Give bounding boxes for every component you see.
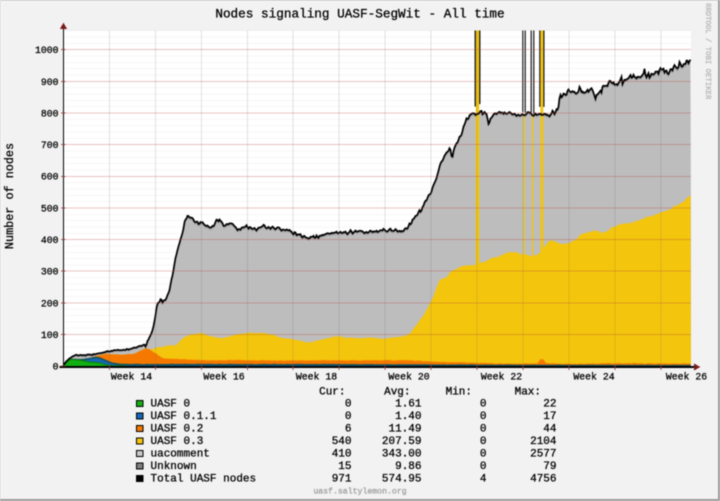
svg-text:343.00: 343.00	[382, 449, 422, 461]
svg-text:0: 0	[480, 436, 487, 448]
svg-text:Week 16: Week 16	[203, 372, 244, 383]
svg-text:1.40: 1.40	[395, 411, 421, 423]
svg-text:UASF 0.1.1: UASF 0.1.1	[151, 411, 217, 423]
svg-text:17: 17	[543, 411, 556, 423]
svg-text:400: 400	[41, 235, 59, 246]
svg-text:2577: 2577	[530, 449, 556, 461]
svg-text:Week 26: Week 26	[666, 372, 707, 383]
svg-text:6: 6	[345, 424, 352, 436]
svg-text:410: 410	[332, 449, 352, 461]
svg-text:540: 540	[332, 436, 352, 448]
svg-text:207.59: 207.59	[382, 436, 422, 448]
svg-text:Number of nodes: Number of nodes	[3, 143, 17, 249]
svg-text:0: 0	[480, 461, 487, 473]
svg-text:44: 44	[543, 424, 557, 436]
svg-text:UASF 0: UASF 0	[151, 399, 191, 411]
svg-text:UASF 0.3: UASF 0.3	[151, 436, 204, 448]
svg-text:300: 300	[41, 267, 59, 278]
svg-text:0: 0	[480, 449, 487, 461]
svg-text:Total UASF nodes: Total UASF nodes	[151, 474, 257, 486]
svg-text:900: 900	[41, 77, 59, 88]
svg-text:Week 22: Week 22	[481, 372, 522, 383]
svg-text:500: 500	[41, 203, 59, 214]
svg-text:uacomment: uacomment	[151, 449, 210, 461]
svg-text:700: 700	[41, 140, 59, 151]
svg-text:4756: 4756	[530, 474, 556, 486]
svg-text:11.49: 11.49	[388, 424, 421, 436]
svg-text:100: 100	[41, 330, 59, 341]
svg-text:0: 0	[345, 399, 352, 411]
svg-text:574.95: 574.95	[382, 474, 422, 486]
svg-text:200: 200	[41, 298, 59, 309]
svg-text:0: 0	[53, 362, 59, 373]
svg-text:600: 600	[41, 172, 59, 183]
svg-text:0: 0	[480, 399, 487, 411]
svg-text:Min:: Min:	[446, 387, 472, 399]
svg-text:15: 15	[338, 461, 351, 473]
svg-text:79: 79	[543, 461, 556, 473]
svg-text:971: 971	[332, 474, 352, 486]
svg-text:22: 22	[543, 399, 556, 411]
svg-text:Avg:: Avg:	[384, 387, 410, 399]
svg-text:uasf.saltylemon.org: uasf.saltylemon.org	[313, 487, 406, 497]
svg-text:Week 18: Week 18	[296, 372, 337, 383]
svg-text:2104: 2104	[530, 436, 557, 448]
svg-text:Max:: Max:	[515, 387, 541, 399]
svg-text:Week 20: Week 20	[388, 372, 429, 383]
svg-text:Week 24: Week 24	[573, 372, 614, 383]
svg-text:0: 0	[345, 411, 352, 423]
svg-text:Cur:: Cur:	[319, 387, 345, 399]
svg-text:RRDTOOL / TOBI OETIKER: RRDTOOL / TOBI OETIKER	[703, 3, 711, 100]
svg-text:4: 4	[480, 474, 487, 486]
svg-text:800: 800	[41, 108, 59, 119]
svg-text:0: 0	[480, 424, 487, 436]
svg-text:Week 14: Week 14	[111, 372, 152, 383]
svg-text:1.61: 1.61	[395, 399, 422, 411]
svg-text:9.86: 9.86	[395, 461, 421, 473]
svg-text:1000: 1000	[35, 45, 59, 56]
svg-text:Nodes signaling UASF-SegWit -: Nodes signaling UASF-SegWit - All time	[215, 7, 504, 22]
svg-text:0: 0	[480, 411, 487, 423]
svg-text:UASF 0.2: UASF 0.2	[151, 424, 204, 436]
svg-text:Unknown: Unknown	[151, 461, 197, 473]
